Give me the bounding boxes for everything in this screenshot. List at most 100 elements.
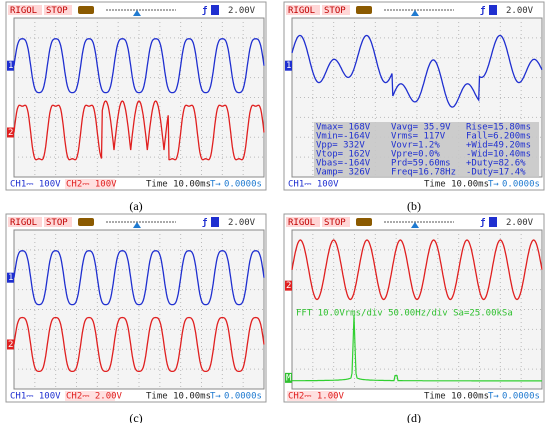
trigger-position bbox=[133, 222, 141, 228]
trigger-level: 2.00V bbox=[228, 218, 256, 228]
caption: (b) bbox=[407, 199, 421, 213]
scope-panel: RIGOL STOP ƒ 2.00V 1 2 CH1⎓ 100V CH2⎓ 100V Time … bbox=[5, 1, 267, 213]
trigger-position bbox=[411, 222, 419, 228]
measurement: Vovr=1.2% bbox=[391, 141, 440, 151]
trigger-offset: 0.0000s bbox=[224, 180, 262, 190]
ch2-scale: CH2⎓ 1.00V bbox=[288, 392, 345, 402]
waveform bbox=[13, 316, 265, 373]
measurement: -Duty=17.4% bbox=[466, 168, 526, 178]
status: STOP bbox=[46, 218, 68, 228]
brand-box bbox=[8, 217, 42, 227]
waveform bbox=[13, 100, 265, 161]
trigger-offset-icon: T→ bbox=[210, 180, 221, 190]
measurement: Vbas=-164V bbox=[316, 159, 371, 169]
channel-marker-label: 1 bbox=[8, 273, 13, 283]
ch2-scale: CH2⎓ 2.00V bbox=[66, 392, 123, 402]
brand-box bbox=[286, 217, 320, 227]
channel-marker bbox=[7, 272, 14, 283]
measurement: +Wid=49.20ms bbox=[466, 141, 531, 151]
measurement: Fall=6.200ms bbox=[466, 132, 531, 142]
status-box bbox=[322, 217, 350, 227]
trigger-offset-icon: T→ bbox=[210, 392, 221, 402]
brand-box bbox=[8, 5, 42, 15]
channel-marker bbox=[285, 60, 292, 71]
measurement: Freq=16.78Hz bbox=[391, 168, 456, 178]
ch2-scale: CH2⎓ 100V bbox=[66, 180, 117, 190]
channel-marker bbox=[7, 127, 14, 138]
channel-marker-label: 2 bbox=[286, 281, 291, 291]
trigger-offset: 0.0000s bbox=[502, 180, 540, 190]
channel-marker-label: M bbox=[286, 373, 292, 383]
ch2-box bbox=[65, 179, 115, 189]
trigger-position bbox=[411, 10, 419, 16]
caption: (a) bbox=[129, 199, 142, 213]
waveform bbox=[291, 34, 543, 108]
measurement: Vmin=-164V bbox=[316, 132, 371, 142]
trigger-offset: 0.0000s bbox=[224, 392, 262, 402]
trigger-level: 2.00V bbox=[506, 218, 534, 228]
measurement: Prd=59.60ms bbox=[391, 159, 451, 169]
measure-box bbox=[314, 122, 539, 178]
channel-marker-label: 2 bbox=[8, 340, 13, 350]
time-scale: Time 10.00ms bbox=[424, 392, 489, 402]
scope-panel: RIGOL STOP ƒ 2.00V 1 Vmax= 168V Vavg= 35.9V Ris… bbox=[283, 1, 545, 213]
channel-marker-label: 2 bbox=[8, 128, 13, 138]
ch1-scale: CH1⎓ 100V bbox=[10, 180, 61, 190]
brand: RIGOL bbox=[288, 6, 315, 16]
trigger-icon: ƒ bbox=[202, 6, 208, 16]
memory-icon bbox=[78, 218, 94, 226]
ch2-box bbox=[287, 391, 337, 401]
status: STOP bbox=[324, 6, 346, 16]
measurement: Vamp= 326V bbox=[316, 168, 371, 178]
trigger-level: 2.00V bbox=[228, 6, 256, 16]
brand: RIGOL bbox=[10, 218, 37, 228]
fft-info: FFT 10.0Vrms/div 50.00Hz/div Sa=25.00kSa bbox=[296, 309, 513, 319]
status: STOP bbox=[324, 218, 346, 228]
measurement: Vavg= 35.9V bbox=[391, 123, 451, 133]
status: STOP bbox=[46, 6, 68, 16]
measurement: Vpp= 332V bbox=[316, 141, 365, 151]
trigger-offset: 0.0000s bbox=[502, 392, 540, 402]
memory-icon bbox=[356, 6, 372, 14]
measurement: +Duty=82.6% bbox=[466, 159, 526, 169]
status-box bbox=[44, 5, 72, 15]
trigger-offset-icon: T→ bbox=[488, 392, 499, 402]
trigger-source bbox=[211, 5, 219, 15]
channel-marker bbox=[7, 60, 14, 71]
measurement: Vrms= 117V bbox=[391, 132, 446, 142]
time-scale: Time 10.00ms bbox=[424, 180, 489, 190]
channel-marker bbox=[285, 280, 292, 291]
channel-marker bbox=[7, 339, 14, 350]
scope-panel: RIGOL STOP ƒ 2.00V 1 2 CH1⎓ 100V CH2⎓ 2.00V Time… bbox=[5, 213, 267, 423]
ch2-box bbox=[65, 391, 115, 401]
measurement: Rise=15.80ms bbox=[466, 123, 531, 133]
status-box bbox=[44, 217, 72, 227]
waveform bbox=[13, 250, 265, 306]
brand-box bbox=[286, 5, 320, 15]
channel-marker-label: 1 bbox=[286, 61, 291, 71]
trigger-icon: ƒ bbox=[480, 6, 486, 16]
time-scale: Time 10.00ms bbox=[146, 180, 211, 190]
fft-spectrum bbox=[292, 314, 542, 382]
measurement: Vmax= 168V bbox=[316, 123, 371, 133]
waveform bbox=[291, 239, 543, 301]
trigger-source bbox=[489, 217, 497, 227]
memory-icon bbox=[78, 6, 94, 14]
status-box bbox=[322, 5, 350, 15]
channel-marker-label: 1 bbox=[8, 61, 13, 71]
caption: (c) bbox=[129, 411, 142, 423]
ch1-scale: CH1⎓ 100V bbox=[10, 392, 61, 402]
memory-icon bbox=[356, 218, 372, 226]
trigger-level: 2.00V bbox=[506, 6, 534, 16]
trigger-icon: ƒ bbox=[202, 218, 208, 228]
trigger-position bbox=[133, 10, 141, 16]
time-scale: Time 10.00ms bbox=[146, 392, 211, 402]
brand: RIGOL bbox=[10, 6, 37, 16]
trigger-icon: ƒ bbox=[480, 218, 486, 228]
channel-marker bbox=[285, 372, 292, 383]
trigger-offset-icon: T→ bbox=[488, 180, 499, 190]
trigger-source bbox=[489, 5, 497, 15]
scope-panel: RIGOL STOP ƒ 2.00V FFT 10.0Vrms/div 50.00Hz/… bbox=[283, 213, 545, 423]
